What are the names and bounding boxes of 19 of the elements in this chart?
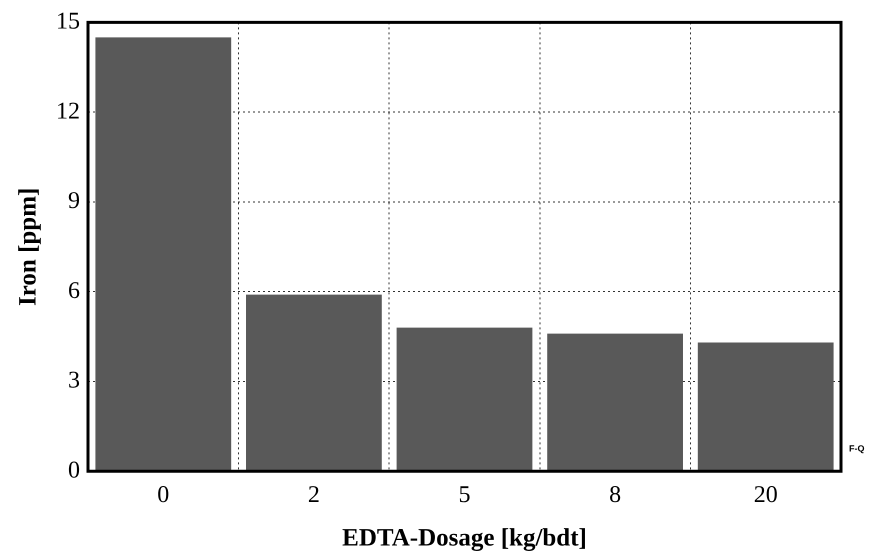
bar (95, 37, 232, 471)
x-tick-label: 0 (157, 482, 170, 508)
y-tick-label: 3 (68, 368, 80, 394)
bar (246, 294, 382, 471)
bar (698, 342, 834, 471)
x-tick-label: 20 (754, 482, 778, 508)
bar (547, 334, 683, 471)
text: F-Q (849, 444, 864, 454)
y-tick-label: 0 (68, 457, 80, 484)
x-tick-label: 2 (308, 482, 320, 508)
y-tick-label: 9 (68, 188, 80, 214)
y-tick-label: 6 (68, 278, 80, 304)
y-tick-label: 15 (56, 8, 80, 35)
x-tick-label: 8 (609, 482, 622, 508)
bar (396, 328, 532, 471)
y-axis-title: Iron [ppm] (14, 188, 42, 306)
x-axis-title: EDTA-Dosage [kg/bdt] (342, 524, 587, 552)
y-tick-label: 12 (56, 98, 80, 124)
x-tick-label: 5 (458, 482, 470, 508)
